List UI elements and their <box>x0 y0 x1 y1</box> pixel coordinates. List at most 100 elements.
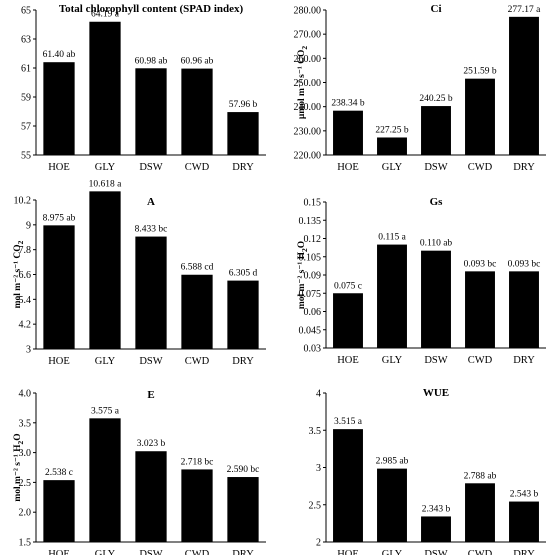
y-tick-label: 0.03 <box>304 344 322 355</box>
chart-title: Total chlorophyll content (SPAD index) <box>59 3 244 15</box>
chart-title: E <box>147 389 154 401</box>
data-label: 2.538 c <box>45 468 73 478</box>
bar-dsw <box>135 236 167 349</box>
bar-dsw <box>421 250 451 348</box>
data-label: 0.093 bc <box>508 259 541 269</box>
bar-dry <box>227 477 259 542</box>
y-tick-label: 270.00 <box>294 30 322 41</box>
bar-dsw <box>421 106 451 155</box>
chart-panel-4: Gs 0.03 0.045 0.06 0.075 0.09 0.105 0.12 0.135 0.… <box>297 196 546 366</box>
x-tick-label: HOE <box>337 355 359 366</box>
y-tick-label: 0.135 <box>299 216 322 227</box>
y-tick-label: 3.0 <box>19 448 32 459</box>
data-label: 227.25 b <box>375 125 409 135</box>
data-label: 251.59 b <box>463 67 497 77</box>
bar-dry <box>227 280 259 349</box>
bar-dsw <box>135 68 167 155</box>
y-tick-label: 0.075 <box>299 289 322 300</box>
x-tick-label: CWD <box>185 549 210 555</box>
y-tick-label: 2.5 <box>309 500 322 511</box>
x-tick-label: DSW <box>139 162 162 173</box>
x-tick-label: DRY <box>513 355 535 366</box>
bar-dry <box>227 112 259 155</box>
y-axis-label-main: mol m⁻² s⁻¹ H <box>13 444 23 502</box>
y-tick-label: 9 <box>26 220 31 231</box>
data-label: 10.618 a <box>89 179 123 189</box>
y-tick-label: 3 <box>316 463 321 474</box>
y-tick-label: 2 <box>316 538 321 549</box>
bar-hoe <box>333 293 363 348</box>
data-label: 277.17 a <box>508 5 542 15</box>
y-tick-label: 59 <box>21 93 31 104</box>
data-label: 0.115 a <box>378 233 406 243</box>
x-tick-label: HOE <box>337 549 359 555</box>
x-tick-label: GLY <box>95 356 116 367</box>
y-axis-label-subscript: 2 <box>300 46 309 50</box>
data-label: 3.575 a <box>91 406 120 416</box>
bar-dsw <box>135 451 167 542</box>
y-axis-label: mol m⁻² s⁻¹ H2O <box>13 433 25 501</box>
y-tick-label: 1.5 <box>19 538 32 549</box>
bar-cwd <box>181 469 213 542</box>
x-tick-label: GLY <box>95 549 116 555</box>
bar-gly <box>89 191 121 349</box>
bar-hoe <box>43 62 75 156</box>
bar-dsw <box>421 516 451 542</box>
data-label: 2.343 b <box>422 504 451 514</box>
data-label: 6.305 d <box>229 269 258 279</box>
data-label: 57.96 b <box>229 100 258 110</box>
data-label: 60.98 ab <box>135 56 168 66</box>
y-tick-label: 0.12 <box>304 234 322 245</box>
y-axis-label-subscript: 2 <box>16 440 25 444</box>
chart-panel-5: E 1.5 2.0 2.5 3.0 3.5 4.0 2.538 c HOE 3.575 a GLY 3… <box>13 389 266 555</box>
x-tick-label: HOE <box>48 549 70 555</box>
bar-hoe <box>43 225 75 349</box>
y-axis-label-subscript: 2 <box>300 248 309 252</box>
y-tick-label: 0.09 <box>304 271 322 282</box>
data-label: 8.975 ab <box>43 213 76 223</box>
y-tick-label: 250.00 <box>294 78 322 89</box>
chart-panel-2: Ci 220.00 230.00 240.00 250.00 260.00 270.00 28… <box>294 3 546 173</box>
y-tick-label: 61 <box>21 64 31 75</box>
y-tick-label: 3.5 <box>19 418 32 429</box>
bar-cwd <box>465 483 495 542</box>
data-label: 238.34 b <box>331 99 365 109</box>
data-label: 0.110 ab <box>420 239 453 249</box>
y-tick-label: 2.0 <box>19 508 32 519</box>
y-axis-label-main: mol m⁻² s⁻¹ CO <box>13 244 23 308</box>
y-tick-label: 55 <box>21 151 31 162</box>
y-tick-label: 4.2 <box>19 320 32 331</box>
data-label: 8.433 bc <box>135 225 168 235</box>
chart-panel-3: A 3 4.2 5.4 6.6 7.8 9 10.2 8.975 ab HOE 10.618 a GL… <box>13 179 266 367</box>
bar-cwd <box>181 274 213 349</box>
bar-gly <box>377 244 407 348</box>
y-axis-label: mol m⁻² s⁻¹ CO2 <box>13 240 25 308</box>
y-tick-label: 0.045 <box>299 325 322 336</box>
chart-panel-1: Total chlorophyll content (SPAD index) 55… <box>21 3 266 173</box>
y-tick-label: 5.4 <box>19 295 32 306</box>
x-tick-label: CWD <box>185 162 210 173</box>
data-label: 0.075 c <box>334 281 362 291</box>
x-tick-label: CWD <box>468 162 493 173</box>
x-tick-label: GLY <box>382 355 403 366</box>
data-label: 3.515 a <box>334 417 363 427</box>
y-tick-label: 0.06 <box>304 307 322 318</box>
bar-hoe <box>333 429 363 542</box>
data-label: 2.985 ab <box>376 457 409 467</box>
bar-hoe <box>333 110 363 155</box>
y-tick-label: 220.00 <box>294 151 322 162</box>
x-tick-label: DRY <box>232 549 254 555</box>
data-label: 240.25 b <box>419 94 453 104</box>
bar-gly <box>377 468 407 542</box>
bar-gly <box>377 137 407 155</box>
data-label: 2.788 ab <box>464 471 497 481</box>
data-label: 60.96 ab <box>181 57 214 67</box>
y-axis-label: mol m⁻² s⁻¹ H2O <box>297 241 309 309</box>
y-tick-label: 230.00 <box>294 126 322 137</box>
bar-hoe <box>43 480 75 542</box>
x-tick-label: DSW <box>424 162 447 173</box>
x-tick-label: GLY <box>382 549 403 555</box>
y-tick-label: 4 <box>316 389 321 400</box>
x-tick-label: DSW <box>424 549 447 555</box>
